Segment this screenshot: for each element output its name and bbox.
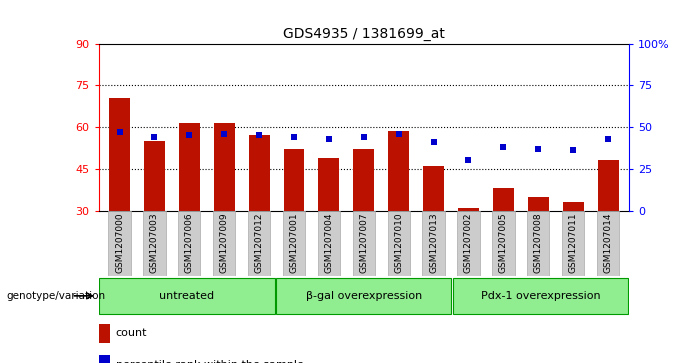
Text: count: count [116,329,147,338]
Bar [492,211,515,276]
Bar [458,211,479,276]
Bar [99,355,110,363]
Bar [108,211,131,276]
Text: GSM1207000: GSM1207000 [115,212,124,273]
Bar [213,211,235,276]
Bar [318,158,339,211]
Title: GDS4935 / 1381699_at: GDS4935 / 1381699_at [283,27,445,41]
Text: GSM1207011: GSM1207011 [568,212,578,273]
Bar [453,278,628,314]
Bar [353,211,375,276]
Bar [178,211,201,276]
Bar [598,160,619,211]
Bar [283,211,305,276]
Bar [143,211,166,276]
Text: percentile rank within the sample: percentile rank within the sample [116,360,303,363]
Bar [458,208,479,211]
Bar [249,135,269,211]
Bar [388,131,409,211]
Text: GSM1207013: GSM1207013 [429,212,438,273]
Bar [388,211,410,276]
Bar [144,141,165,211]
Bar [493,188,514,211]
Bar [562,211,584,276]
Bar [284,149,305,211]
Text: GSM1207014: GSM1207014 [604,212,613,273]
Text: GSM1207008: GSM1207008 [534,212,543,273]
Bar [276,278,452,314]
Bar [318,211,340,276]
Bar [99,324,110,343]
Bar [527,211,549,276]
Text: GSM1207009: GSM1207009 [220,212,228,273]
Bar [214,123,235,211]
Text: GSM1207004: GSM1207004 [324,212,333,273]
Text: GSM1207001: GSM1207001 [290,212,299,273]
Bar [354,149,374,211]
Text: GSM1207012: GSM1207012 [254,212,264,273]
Bar [109,98,130,211]
Text: GSM1207005: GSM1207005 [499,212,508,273]
Bar [179,123,200,211]
Text: genotype/variation: genotype/variation [7,291,106,301]
Text: GSM1207007: GSM1207007 [359,212,369,273]
Bar [528,197,549,211]
Text: GSM1207006: GSM1207006 [185,212,194,273]
Text: GSM1207002: GSM1207002 [464,212,473,273]
Bar [248,211,270,276]
Bar [562,202,583,211]
Text: untreated: untreated [159,291,215,301]
Bar [422,211,445,276]
Bar [597,211,619,276]
Text: GSM1207010: GSM1207010 [394,212,403,273]
Text: GSM1207003: GSM1207003 [150,212,159,273]
Bar [423,166,444,211]
Text: β-gal overexpression: β-gal overexpression [306,291,422,301]
Text: Pdx-1 overexpression: Pdx-1 overexpression [481,291,600,301]
Bar [99,278,275,314]
